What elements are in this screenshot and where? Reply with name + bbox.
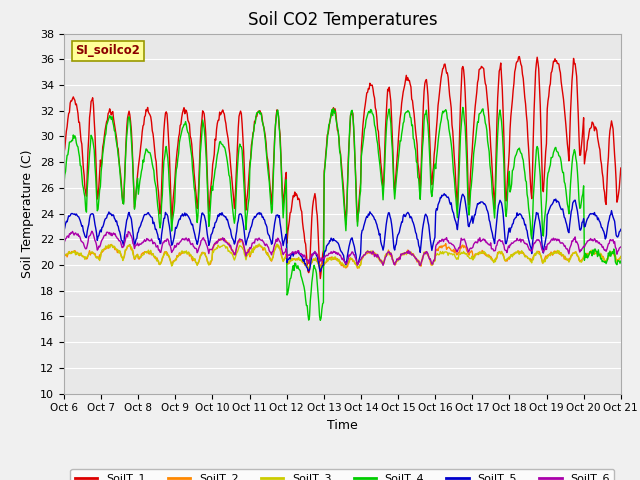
X-axis label: Time: Time <box>327 419 358 432</box>
SoilT_6 <box>88 228 96 234</box>
SoilT_6 <box>428 261 436 267</box>
SoilT_2 <box>184 250 192 255</box>
SoilT_6 <box>60 238 68 244</box>
SoilT_2 <box>412 254 419 260</box>
SoilT_3 <box>617 254 625 260</box>
SoilT_5 <box>411 226 419 231</box>
SoilT_1 <box>60 150 68 156</box>
SoilT_3 <box>317 267 324 273</box>
SoilT_3 <box>70 250 78 255</box>
SoilT_5 <box>617 227 625 232</box>
SoilT_1 <box>214 120 221 126</box>
Y-axis label: Soil Temperature (C): Soil Temperature (C) <box>22 149 35 278</box>
SoilT_1 <box>617 165 625 171</box>
Line: SoilT_4: SoilT_4 <box>64 108 621 320</box>
SoilT_2 <box>617 254 625 260</box>
SoilT_6 <box>411 254 419 260</box>
Legend: SoilT_1, SoilT_2, SoilT_3, SoilT_4, SoilT_5, SoilT_6: SoilT_1, SoilT_2, SoilT_3, SoilT_4, Soil… <box>70 469 614 480</box>
SoilT_6 <box>617 244 625 250</box>
SoilT_5 <box>214 215 221 221</box>
SoilT_4 <box>617 258 625 264</box>
SoilT_6 <box>214 238 222 243</box>
SoilT_5 <box>60 228 68 234</box>
Text: SI_soilco2: SI_soilco2 <box>75 44 140 58</box>
SoilT_1 <box>184 118 192 123</box>
SoilT_5 <box>317 269 324 275</box>
SoilT_1 <box>70 96 78 102</box>
SoilT_1 <box>428 177 435 183</box>
SoilT_2 <box>305 266 312 272</box>
Line: SoilT_6: SoilT_6 <box>64 231 621 265</box>
SoilT_1 <box>515 54 523 60</box>
SoilT_4 <box>411 144 419 150</box>
SoilT_6 <box>128 235 136 241</box>
SoilT_5 <box>428 242 435 248</box>
SoilT_1 <box>317 276 324 281</box>
SoilT_2 <box>428 262 436 268</box>
SoilT_3 <box>127 244 135 250</box>
SoilT_5 <box>184 213 192 219</box>
Line: SoilT_1: SoilT_1 <box>64 57 621 278</box>
SoilT_5 <box>440 191 448 196</box>
SoilT_4 <box>459 105 467 110</box>
SoilT_3 <box>255 241 263 247</box>
SoilT_6 <box>185 236 193 241</box>
SoilT_3 <box>214 246 221 252</box>
SoilT_6 <box>417 263 424 268</box>
Line: SoilT_5: SoilT_5 <box>64 193 621 272</box>
Title: Soil CO2 Temperatures: Soil CO2 Temperatures <box>248 11 437 29</box>
SoilT_3 <box>184 251 192 256</box>
SoilT_2 <box>214 239 221 244</box>
Line: SoilT_3: SoilT_3 <box>64 244 621 270</box>
SoilT_2 <box>127 247 135 253</box>
SoilT_5 <box>127 216 135 222</box>
SoilT_2 <box>70 248 78 254</box>
SoilT_2 <box>219 235 227 241</box>
SoilT_3 <box>428 261 436 267</box>
SoilT_4 <box>317 317 324 323</box>
SoilT_3 <box>412 256 419 262</box>
SoilT_5 <box>70 211 78 217</box>
SoilT_6 <box>70 232 78 238</box>
SoilT_4 <box>214 152 221 157</box>
SoilT_1 <box>411 120 419 125</box>
SoilT_4 <box>184 130 192 135</box>
Line: SoilT_2: SoilT_2 <box>64 238 621 269</box>
SoilT_1 <box>127 128 135 133</box>
SoilT_2 <box>60 251 68 256</box>
SoilT_3 <box>60 252 68 258</box>
SoilT_4 <box>428 189 435 195</box>
SoilT_4 <box>127 137 135 143</box>
SoilT_4 <box>60 181 68 187</box>
SoilT_4 <box>70 135 78 141</box>
